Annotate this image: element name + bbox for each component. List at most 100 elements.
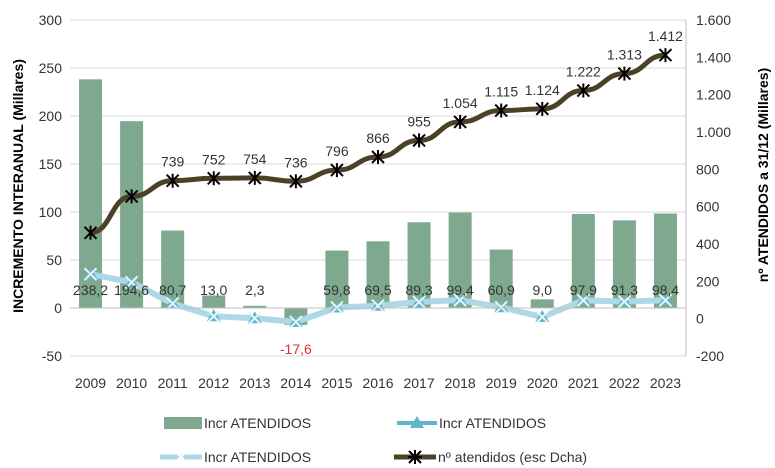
x-tick-label: 2018 — [445, 375, 476, 391]
y-tick-label: 250 — [39, 60, 63, 76]
x-tick-label: 2013 — [239, 375, 270, 391]
bar-value-label: 97,9 — [570, 282, 597, 298]
bar-value-labels: 238,2 194,6 80,7 13,0 2,3 -17,6 59,8 69,5 89,3 99… — [73, 282, 679, 357]
x-tick-label: 2021 — [568, 375, 599, 391]
y2-tick-label: 600 — [696, 199, 720, 215]
y2-axis-ticks: -200 0 200 400 600 800 1.000 1.200 1.400 1.600 — [696, 12, 731, 364]
x-tick-label: 2023 — [650, 375, 681, 391]
bar-value-label: 2,3 — [245, 282, 265, 298]
bar-value-label: 89,3 — [405, 282, 432, 298]
bar — [120, 121, 144, 309]
bar-value-label: 99,4 — [447, 282, 474, 298]
bar — [448, 212, 472, 308]
bar — [202, 295, 226, 308]
atendidos-marker — [330, 163, 344, 178]
y-axis-label: INCREMENTO INTERANUAL (Millares) — [10, 59, 26, 313]
atendidos-marker — [289, 174, 303, 189]
x-tick-label: 2017 — [403, 375, 434, 391]
legend-incr-label: Incr ATENDIDOS — [204, 449, 311, 465]
y2-axis-label: nº ATENDIDOS a 31/12 (Millares) — [755, 68, 771, 282]
bar-value-label: 13,0 — [200, 282, 227, 298]
legend-incr-marker — [174, 450, 188, 464]
bar — [407, 222, 431, 308]
incr-x-marker — [289, 315, 303, 329]
atendidos-value-label: 1.412 — [648, 28, 683, 44]
incr-x-marker — [248, 311, 262, 325]
atendidos-value-label: 736 — [284, 154, 308, 170]
bar-value-label: 98,4 — [652, 282, 679, 298]
atendidos-marker — [207, 171, 221, 186]
incr-x-marker — [124, 275, 139, 290]
x-tick-label: 2012 — [198, 375, 229, 391]
x-tick-label: 2011 — [158, 375, 188, 391]
atendidos-marker — [535, 101, 549, 116]
atendidos-value-label: 955 — [407, 113, 431, 129]
bar — [653, 213, 677, 308]
bar-value-label: 238,2 — [73, 282, 108, 298]
atendidos-marker — [658, 48, 673, 63]
y2-tick-label: 200 — [696, 273, 720, 289]
legend-triangle-label: Incr ATENDIDOS — [439, 415, 546, 431]
atendidos-value-labels: 739 752 754 736 796 866 955 1.054 1.115 1.124 1.22… — [161, 28, 683, 170]
bar-value-label: 59,8 — [323, 282, 350, 298]
incr-x-marker — [658, 293, 673, 308]
atendidos-value-label: 1.054 — [443, 95, 478, 111]
x-tick-label: 2014 — [280, 375, 311, 391]
x-tick-label: 2010 — [116, 375, 147, 391]
bar-value-label: 91,3 — [611, 282, 638, 298]
legend-atendidos-label: nº atendidos (esc Dcha) — [438, 449, 587, 465]
y2-tick-label: 1.400 — [696, 49, 731, 65]
atendidos-value-label: 866 — [366, 130, 390, 146]
bar — [325, 250, 349, 308]
atendidos-value-label: 752 — [202, 151, 226, 167]
incr-x-marker — [412, 295, 426, 309]
bar — [79, 79, 103, 308]
bar — [243, 305, 267, 308]
y2-tick-label: -200 — [696, 348, 724, 364]
incr-x-marker — [494, 300, 508, 315]
incr-x-marker — [617, 294, 632, 309]
incr-x-marker — [453, 293, 467, 307]
y2-tick-label: 1.200 — [696, 87, 731, 103]
bar — [161, 230, 185, 308]
bar-value-label: 194,6 — [114, 282, 149, 298]
atendidos-value-label: 739 — [161, 154, 185, 170]
atendidos-marker — [412, 133, 426, 148]
incr-x-marker — [576, 293, 591, 308]
legend-bar-label: Incr ATENDIDOS — [204, 415, 311, 431]
x-tick-label: 2019 — [486, 375, 517, 391]
bar — [571, 214, 595, 308]
bar-value-label: 9,0 — [533, 282, 553, 298]
atendidos-marker — [576, 83, 591, 98]
incr-x-marker — [371, 298, 385, 313]
incr-x-marker — [83, 267, 98, 281]
bar — [489, 249, 513, 308]
atendidos-marker — [494, 103, 508, 118]
bars — [79, 79, 677, 325]
atendidos-marker — [617, 66, 632, 81]
bar-value-label: 80,7 — [159, 282, 186, 298]
atendidos-value-label: 1.124 — [525, 82, 560, 98]
atendidos-value-label: 796 — [325, 143, 349, 159]
y-tick-label: -50 — [42, 348, 62, 364]
x-tick-label: 2022 — [609, 375, 640, 391]
atendidos-marker — [453, 114, 467, 129]
atendidos-marker — [83, 225, 98, 240]
x-tick-label: 2015 — [321, 375, 352, 391]
atendidos-marker — [124, 189, 139, 204]
atendidos-marker — [165, 173, 180, 188]
y-tick-label: 0 — [54, 300, 62, 316]
atendidos-value-label: 1.313 — [607, 47, 642, 63]
incr-x-marker — [207, 309, 221, 323]
atendidos-marker — [248, 170, 262, 185]
atendidos-line-series — [83, 48, 673, 240]
y-tick-label: 100 — [39, 204, 63, 220]
atendidos-value-label: 1.115 — [484, 84, 518, 100]
atendidos-value-label: 1.222 — [566, 64, 601, 80]
atendidos-value-label: 754 — [243, 151, 267, 167]
y-tick-label: 50 — [46, 252, 62, 268]
y2-tick-label: 1.000 — [696, 124, 731, 140]
y-tick-label: 300 — [39, 12, 63, 28]
legend-bar-swatch — [164, 417, 202, 429]
y2-tick-label: 1.600 — [696, 12, 731, 28]
